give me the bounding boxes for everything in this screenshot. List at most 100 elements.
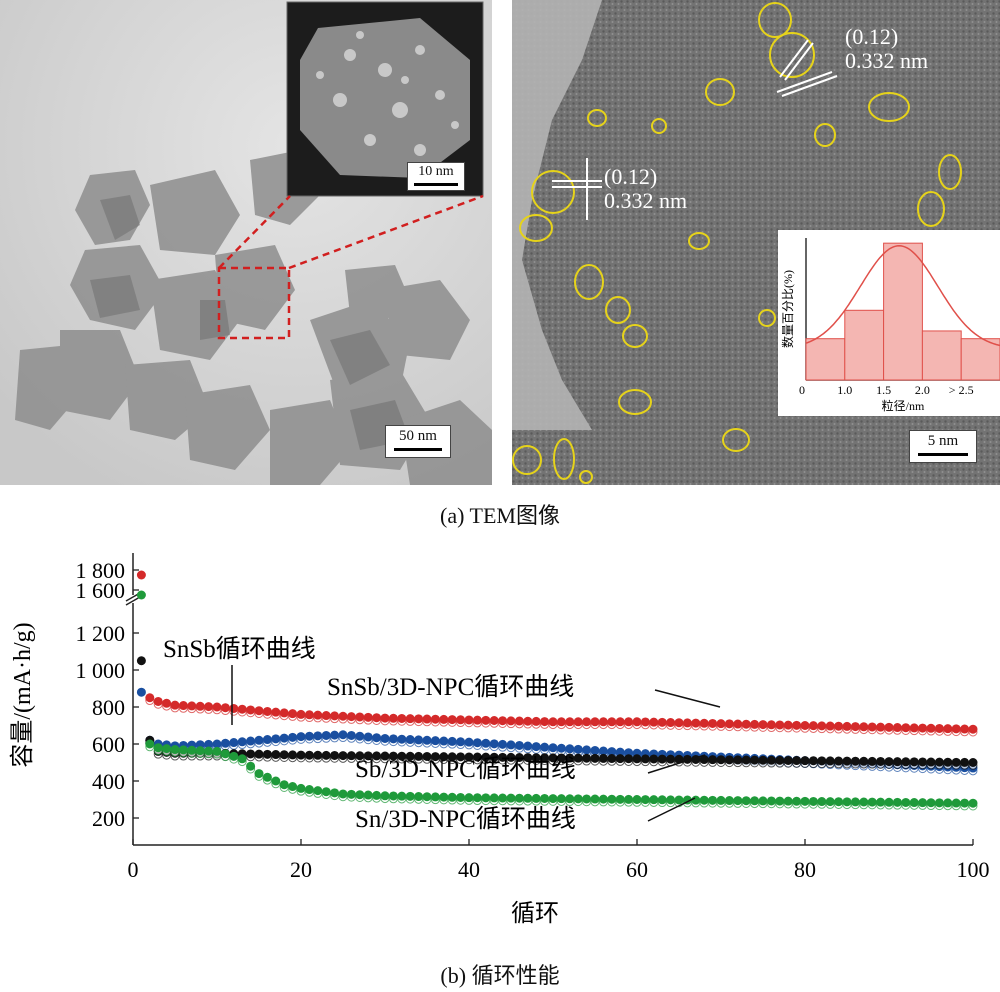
data-point [758,755,768,765]
data-point [304,710,314,720]
data-point [792,756,802,766]
histogram-bar [844,309,885,381]
data-point [943,798,953,808]
data-point [850,797,860,807]
data-point [472,738,482,748]
data-point [859,722,869,732]
data-point [918,757,928,767]
data-point [447,736,457,746]
nanocrystal-circle [722,428,750,452]
y-tick-label: 600 [92,732,125,757]
data-point [397,751,407,761]
axis-break-mark [125,596,141,606]
data-point [808,756,818,766]
lattice-plane-left: (0.12) [604,164,658,189]
data-point [598,717,608,727]
data-point [355,790,365,800]
data-point [162,698,172,708]
nanocrystal-circle [758,2,792,38]
data-point [489,716,499,726]
data-point [313,786,323,796]
inset-scale-bar: 10 nm [407,162,465,191]
data-point [523,741,533,751]
data-point [573,794,583,804]
data-point [573,744,583,754]
data-point [766,755,776,765]
hrtem-scale-label: 5 nm [927,433,959,449]
histogram-ylabel: 数量百分比(%) [780,270,795,348]
data-point [489,739,499,749]
annotation-leader [654,689,721,708]
data-point [229,738,239,748]
data-point [271,734,281,744]
data-point [598,753,608,763]
data-point [565,794,575,804]
data-point [279,750,289,760]
histogram-bar [883,242,923,381]
data-point [430,792,440,802]
nanocrystal-circle [579,470,593,484]
nanocrystal-circle [758,309,776,327]
data-point [262,706,272,716]
data-point [867,722,877,732]
histogram-xtick: 1.0 [837,383,852,397]
data-point [733,719,743,729]
data-point [867,756,877,766]
data-point [892,797,902,807]
data-point [615,747,625,757]
data-point [288,709,298,719]
data-point [346,789,356,799]
nanocrystal-circle [814,123,836,147]
data-point [775,720,785,730]
data-point [506,740,516,750]
data-point [498,752,508,762]
data-point [254,735,264,745]
data-point [439,792,449,802]
histogram-fit-curve [805,244,1000,347]
annotation-leader [647,797,696,822]
data-point [901,797,911,807]
data-point [346,730,356,740]
lattice-plane-top: (0.12) [845,24,899,49]
data-point [372,751,382,761]
nanocrystal-circle [917,191,945,227]
nanocrystal-circle [705,78,735,106]
data-point [716,795,726,805]
data-point [649,717,659,727]
data-point [363,732,373,742]
lattice-label-top: (0.12) 0.332 nm [845,25,928,73]
nanocrystal-circle [688,232,710,250]
data-point [691,795,701,805]
data-point [430,714,440,724]
data-point [598,794,608,804]
data-point [909,723,919,733]
data-point [834,756,844,766]
data-point [296,732,306,742]
data-point [624,794,634,804]
data-point [817,797,827,807]
data-point [246,761,256,771]
lattice-spacing-top: 0.332 nm [845,48,929,73]
data-point [909,757,919,767]
data-point [582,794,592,804]
data-point [565,744,575,754]
histogram-bar [921,330,962,381]
data-point [405,714,415,724]
data-point [447,715,457,725]
data-point [136,590,146,600]
y-tick-label: 1 800 [76,558,126,583]
data-point [514,716,524,726]
data-point [716,755,726,765]
data-point [825,797,835,807]
data-point [279,708,289,718]
particle-size-histogram: 0 1.0 1.5 2.0 > 2.5 粒径/nm 数量百分比(%) [778,230,1000,416]
data-point [388,734,398,744]
data-point [338,751,348,761]
lattice-spacing-left: 0.332 nm [604,188,688,213]
data-point [540,753,550,763]
data-point [338,789,348,799]
data-point [657,795,667,805]
x-tick-label: 100 [957,857,990,882]
histogram-xlabel: 粒径/nm [882,398,925,413]
